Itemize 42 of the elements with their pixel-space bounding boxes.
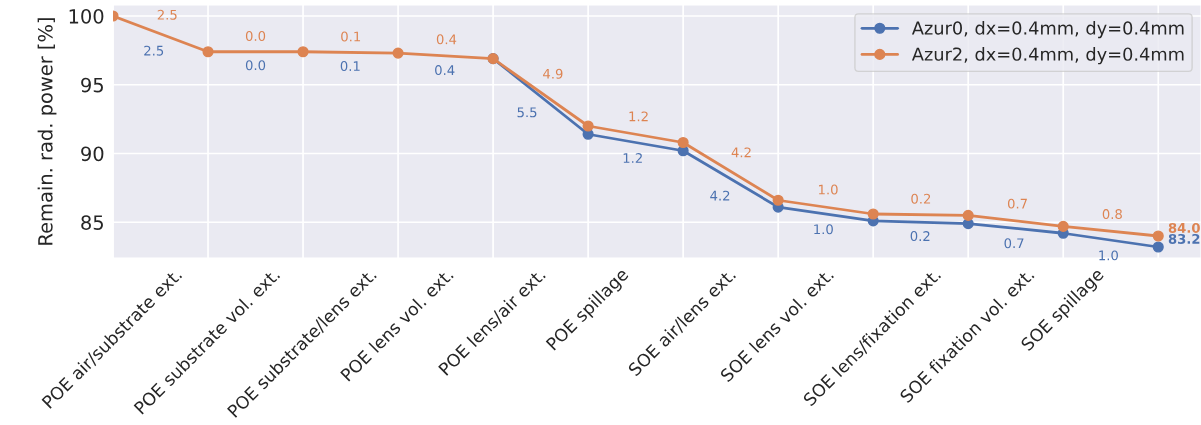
annotation: 4.2: [731, 147, 751, 158]
annotation: 4.9: [543, 68, 563, 79]
annotation: 0.7: [1004, 238, 1024, 249]
annotation: 4.2: [710, 190, 730, 201]
legend-label: Azur2, dx=0.4mm, dy=0.4mm: [911, 47, 1184, 65]
point: [772, 194, 784, 206]
point: [962, 209, 974, 221]
y-tick-label: 90: [81, 146, 104, 162]
annotation: 1.0: [814, 224, 833, 235]
annotation: 0.7: [1007, 198, 1027, 209]
point: [1152, 230, 1164, 242]
annotation: 0.4: [436, 34, 457, 45]
y-tick-label: 100: [69, 8, 104, 24]
annotation: 2.5: [157, 9, 177, 20]
data-label: 83.2: [1168, 233, 1200, 244]
annotation: 0.0: [245, 60, 266, 71]
point: [297, 46, 309, 58]
annotation: 0.2: [911, 193, 931, 204]
annotation: 2.5: [144, 45, 164, 56]
annotation: 1.0: [1099, 250, 1118, 261]
point: [867, 208, 879, 220]
y-axis-title: Remain. rad. power [%]: [37, 18, 57, 245]
annotation: 1.2: [623, 153, 642, 163]
point: [1057, 220, 1069, 232]
annotation: 0.8: [1102, 209, 1122, 220]
annotation: 0.1: [340, 61, 360, 72]
annotation: 1.0: [819, 184, 838, 195]
annotation: 0.1: [341, 31, 361, 42]
point: [677, 136, 689, 149]
data-label: 84.0: [1168, 222, 1200, 233]
annotation: 0.2: [910, 231, 930, 242]
annotation: 0.4: [435, 65, 455, 76]
annotation: 5.5: [517, 107, 537, 118]
point: [582, 120, 594, 132]
point: [1152, 241, 1164, 253]
point: [202, 46, 214, 58]
annotation: 0.0: [245, 31, 266, 41]
annotation: 1.2: [629, 111, 648, 122]
legend-label: Azur0, dx=0.4mm, dy=0.4mm: [911, 21, 1184, 39]
y-tick-label: 95: [81, 77, 103, 93]
point: [392, 47, 404, 59]
y-tick-label: 85: [81, 215, 103, 230]
